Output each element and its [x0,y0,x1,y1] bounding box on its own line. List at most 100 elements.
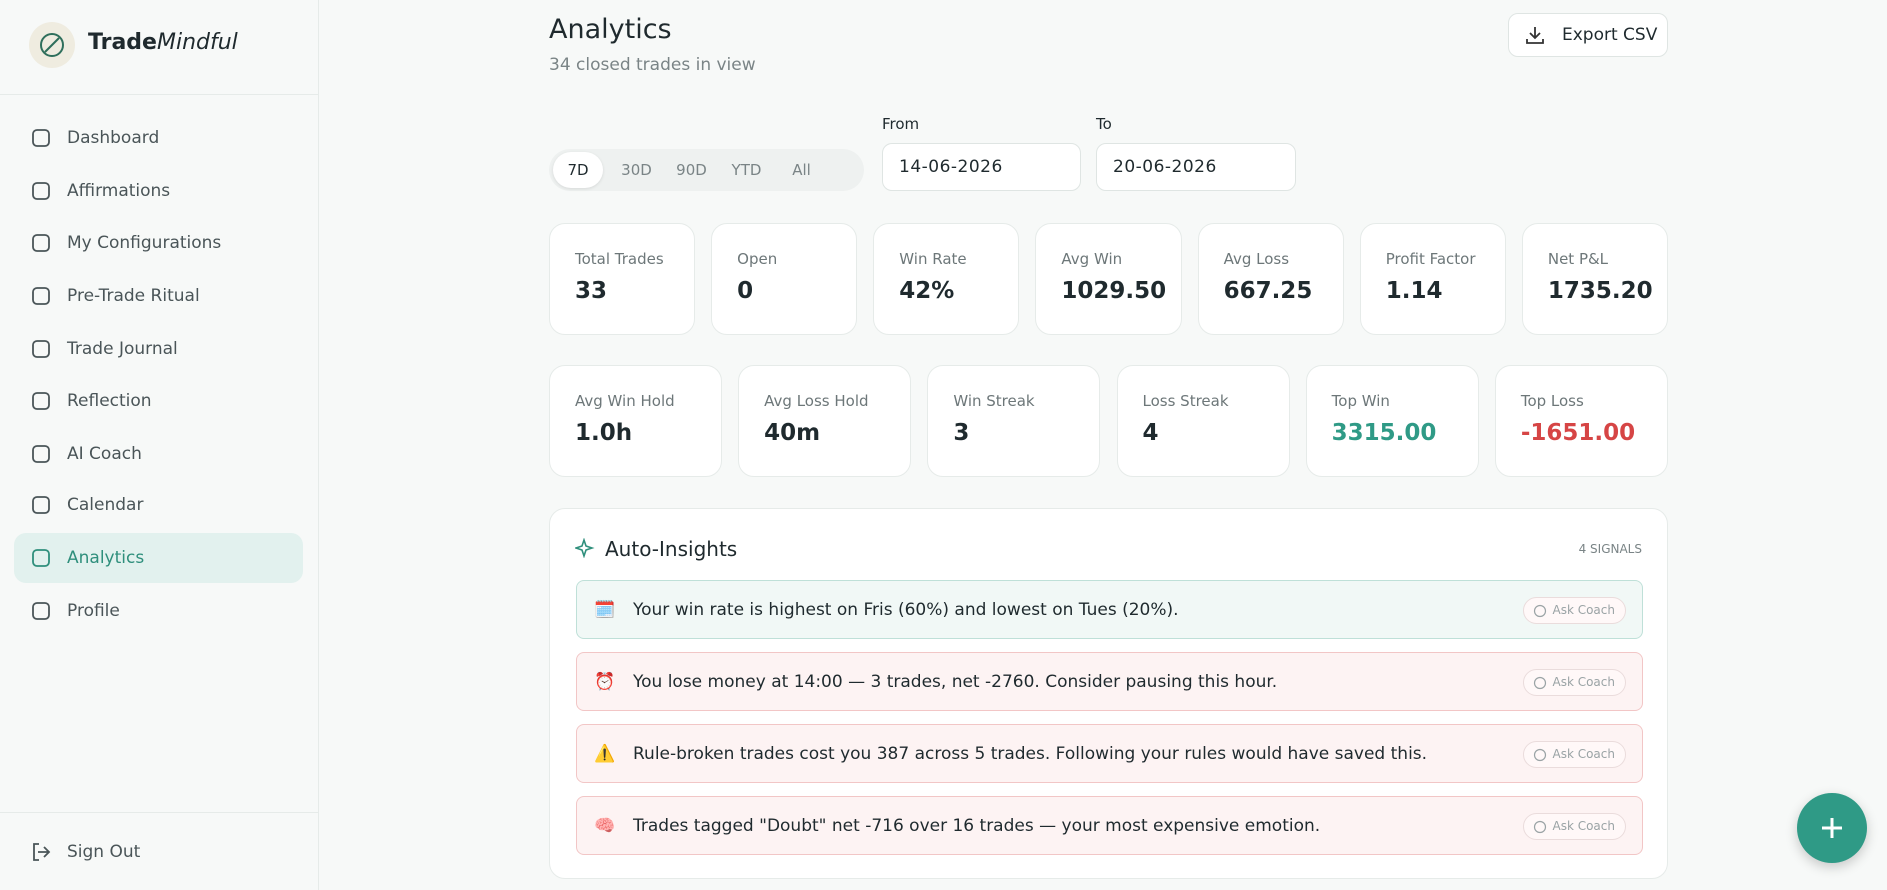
stat-card: Top Loss -1651.00 [1494,365,1668,477]
stat-value: 0 [737,278,754,304]
icon [1822,818,1842,838]
stat-value: 1.0h [575,420,633,446]
to-date[interactable]: 20-06-2026 [1096,143,1296,191]
icon [33,843,51,861]
stat-value: 1029.50 [1061,278,1167,304]
icon [1534,820,1547,834]
export-button[interactable]: Export CSV [1508,13,1668,57]
ask-coach[interactable]: Ask Coach [1523,813,1626,840]
ask-label: Ask Coach [1552,675,1615,689]
brand-bold: Trade [88,30,157,55]
range-tab[interactable]: All [792,161,811,179]
page-title: Analytics [549,14,672,45]
stat-label: Total Trades [575,250,664,268]
nav-item[interactable]: My Configurations [14,218,303,268]
stat-card: Net P&L 1735.20 [1521,223,1668,335]
range-tab[interactable]: YTD [731,161,762,179]
stat-card: Avg Win Hold 1.0h [549,365,723,477]
nav-item[interactable]: Analytics [14,533,303,583]
nav-item[interactable]: Affirmations [14,166,303,216]
range-tab[interactable]: 30D [621,161,652,179]
insight-icon: 🗓️ [594,599,616,620]
icon [32,602,50,620]
nav-item[interactable]: AI Coach [14,429,303,479]
stat-value: 42% [899,278,955,304]
insight-text: Trades tagged "Doubt" net -716 over 16 t… [633,815,1321,836]
insight-icon: ⚠️ [594,743,616,764]
icon [32,340,50,358]
sign-out[interactable]: Sign Out [14,827,303,877]
stat-label: Avg Win [1061,250,1123,268]
stat-value: 667.25 [1223,278,1313,304]
ask-coach[interactable]: Ask Coach [1523,669,1626,696]
stat-value: 33 [575,278,608,304]
nav-label: Affirmations [67,181,171,201]
range-tabs: 7D 30D 90D YTD All [549,149,864,191]
insight-icon: ⏰ [594,671,616,692]
stat-label: Loss Streak [1142,392,1229,410]
stat-card: Avg Loss 667.25 [1197,223,1344,335]
insight-text: Your win rate is highest on Fris (60%) a… [633,599,1179,620]
stat-label: Avg Loss [1223,250,1290,268]
stat-value: -1651.00 [1520,420,1636,446]
stat-card: Loss Streak 4 [1116,365,1290,477]
nav-item[interactable]: Trade Journal [14,324,303,374]
range-tab[interactable]: 7D [553,152,603,188]
add-button[interactable] [1797,793,1867,863]
nav-item[interactable]: Pre-Trade Ritual [14,271,303,321]
from-value: 14-06-2026 [899,157,1003,177]
nav-label: Pre-Trade Ritual [67,286,200,306]
stat-card: Avg Loss Hold 40m [738,365,912,477]
nav-label: Dashboard [67,128,160,148]
stat-value: 1735.20 [1547,278,1653,304]
stat-label: Win Streak [953,392,1035,410]
icon [32,129,50,147]
icon [32,182,50,200]
insight-icon: 🧠 [594,815,616,836]
stat-value: 1.14 [1385,278,1443,304]
insight-text: Rule-broken trades cost you 387 across 5… [633,743,1428,764]
stat-card: Win Rate 42% [873,223,1020,335]
stat-label: Top Win [1331,392,1390,410]
nav-item[interactable]: Reflection [14,376,303,426]
icon [1534,748,1547,762]
stat-label: Win Rate [899,250,967,268]
range-tab[interactable]: 90D [676,161,707,179]
stat-card: Total Trades 33 [549,223,696,335]
brand: TradeMindful [88,30,238,55]
ask-coach[interactable]: Ask Coach [1523,741,1626,768]
to-value: 20-06-2026 [1113,157,1217,177]
ask-coach[interactable]: Ask Coach [1523,597,1626,624]
insight: ⚠️ Rule-broken trades cost you 387 across… [576,724,1643,783]
from-date[interactable]: 14-06-2026 [882,143,1081,191]
sidebar: TradeMindful Dashboard Affirmations My Con… [0,0,319,890]
icon [32,496,50,514]
nav-item[interactable]: Dashboard [14,113,303,163]
stat-label: Net P&L [1547,250,1609,268]
insight: 🧠 Trades tagged "Doubt" net -716 over 16 … [576,796,1643,855]
from-label: From [882,115,920,133]
insights-count: 4 SIGNALS [1578,542,1642,556]
nav-label: Analytics [67,548,145,568]
divider [0,812,319,813]
insight: 🗓️ Your win rate is highest on Fris (60%)… [576,580,1643,639]
insight-text: You lose money at 14:00 — 3 trades, net … [633,671,1278,692]
logo [29,22,75,68]
export-label: Export CSV [1562,25,1658,45]
nav-item[interactable]: Calendar [14,480,303,530]
insights-title: Auto-Insights [605,537,738,561]
divider [0,94,319,95]
icon [1534,676,1547,690]
stat-label: Top Loss [1520,392,1584,410]
stat-value: 3 [953,420,970,446]
nav-label: My Configurations [67,233,222,253]
icon [32,287,50,305]
insights-panel: Auto-Insights 4 SIGNALS 🗓️ Your win rate … [549,508,1668,879]
stat-card: Win Streak 3 [927,365,1101,477]
ask-label: Ask Coach [1552,603,1615,617]
nav-item[interactable]: Profile [14,586,303,636]
sign-out-label: Sign Out [67,842,141,862]
to-label: To [1096,115,1112,133]
insight: ⏰ You lose money at 14:00 — 3 trades, net… [576,652,1643,711]
